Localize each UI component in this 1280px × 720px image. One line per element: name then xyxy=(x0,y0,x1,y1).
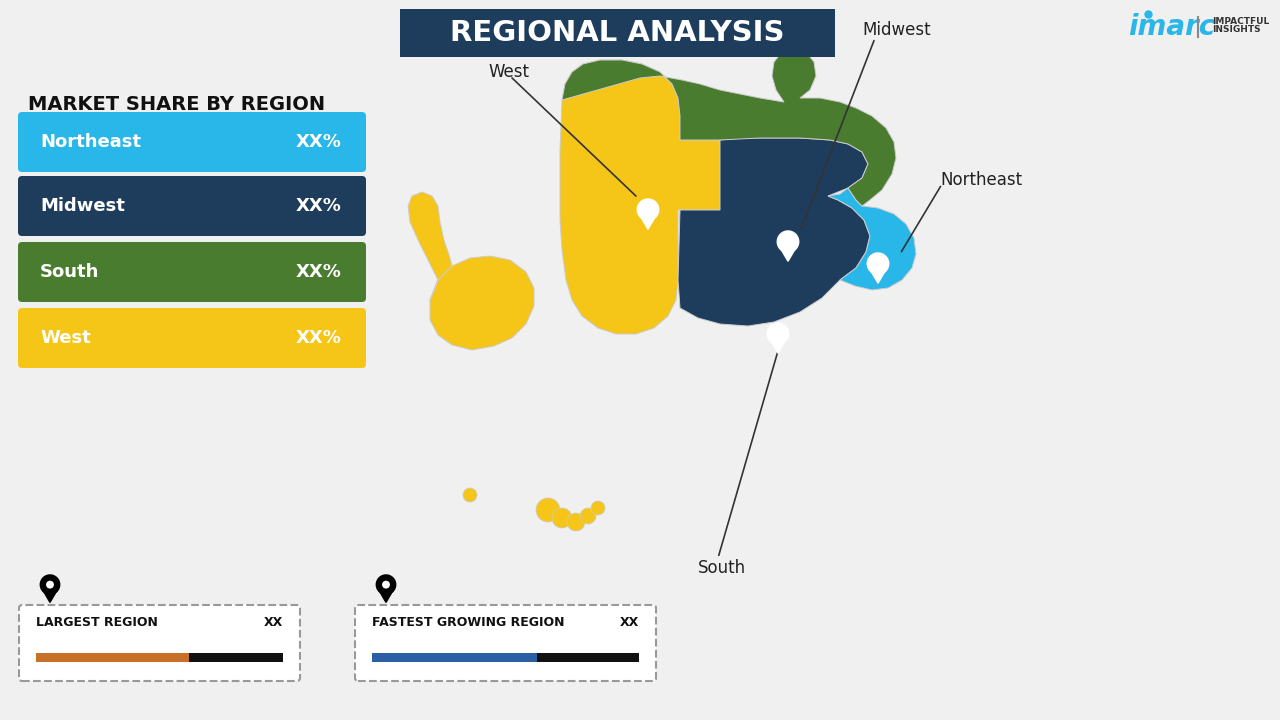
Circle shape xyxy=(580,508,596,524)
FancyBboxPatch shape xyxy=(18,112,366,172)
Circle shape xyxy=(567,513,585,531)
Bar xyxy=(189,653,283,662)
Circle shape xyxy=(867,252,890,275)
Text: LARGEST REGION: LARGEST REGION xyxy=(36,616,157,629)
Polygon shape xyxy=(430,256,534,350)
Text: IMPACTFUL: IMPACTFUL xyxy=(1212,17,1270,25)
Polygon shape xyxy=(408,192,452,300)
Text: XX: XX xyxy=(264,616,283,629)
Circle shape xyxy=(644,205,653,214)
Circle shape xyxy=(381,581,390,588)
Text: XX%: XX% xyxy=(296,329,342,347)
Bar xyxy=(538,653,639,662)
Circle shape xyxy=(783,238,792,246)
Circle shape xyxy=(46,581,54,588)
Text: Northeast: Northeast xyxy=(40,133,141,151)
Text: imarc: imarc xyxy=(1129,13,1216,41)
Text: INSIGHTS: INSIGHTS xyxy=(1212,25,1261,35)
FancyBboxPatch shape xyxy=(18,242,366,302)
FancyBboxPatch shape xyxy=(18,176,366,236)
Polygon shape xyxy=(640,217,655,229)
Circle shape xyxy=(375,575,397,595)
Text: MARKET SHARE BY REGION: MARKET SHARE BY REGION xyxy=(28,95,325,114)
FancyBboxPatch shape xyxy=(355,605,657,681)
Text: South: South xyxy=(698,559,746,577)
Circle shape xyxy=(552,508,572,528)
Polygon shape xyxy=(44,591,56,603)
Circle shape xyxy=(773,329,782,338)
Text: Midwest: Midwest xyxy=(861,21,931,39)
Circle shape xyxy=(463,488,477,502)
Polygon shape xyxy=(781,248,795,261)
Text: XX%: XX% xyxy=(296,133,342,151)
Text: South: South xyxy=(40,263,100,281)
Text: XX: XX xyxy=(620,616,639,629)
FancyBboxPatch shape xyxy=(19,605,300,681)
Text: West: West xyxy=(40,329,91,347)
Polygon shape xyxy=(562,48,896,206)
Circle shape xyxy=(767,323,790,345)
Text: Midwest: Midwest xyxy=(40,197,125,215)
Circle shape xyxy=(536,498,561,522)
Polygon shape xyxy=(771,341,786,354)
Text: West: West xyxy=(488,63,529,81)
Polygon shape xyxy=(828,188,916,290)
Polygon shape xyxy=(379,591,393,603)
FancyBboxPatch shape xyxy=(399,9,835,57)
Text: XX%: XX% xyxy=(296,263,342,281)
Text: Northeast: Northeast xyxy=(940,171,1023,189)
Text: XX%: XX% xyxy=(296,197,342,215)
Polygon shape xyxy=(870,271,886,283)
Circle shape xyxy=(40,575,60,595)
Bar xyxy=(36,653,189,662)
Circle shape xyxy=(874,259,882,268)
Polygon shape xyxy=(561,60,719,334)
Polygon shape xyxy=(678,138,870,326)
Bar xyxy=(372,653,538,662)
Circle shape xyxy=(777,230,800,253)
Text: REGIONAL ANALYSIS: REGIONAL ANALYSIS xyxy=(451,19,785,47)
Text: FASTEST GROWING REGION: FASTEST GROWING REGION xyxy=(372,616,564,629)
Circle shape xyxy=(636,198,659,221)
FancyBboxPatch shape xyxy=(18,308,366,368)
Circle shape xyxy=(591,501,605,515)
